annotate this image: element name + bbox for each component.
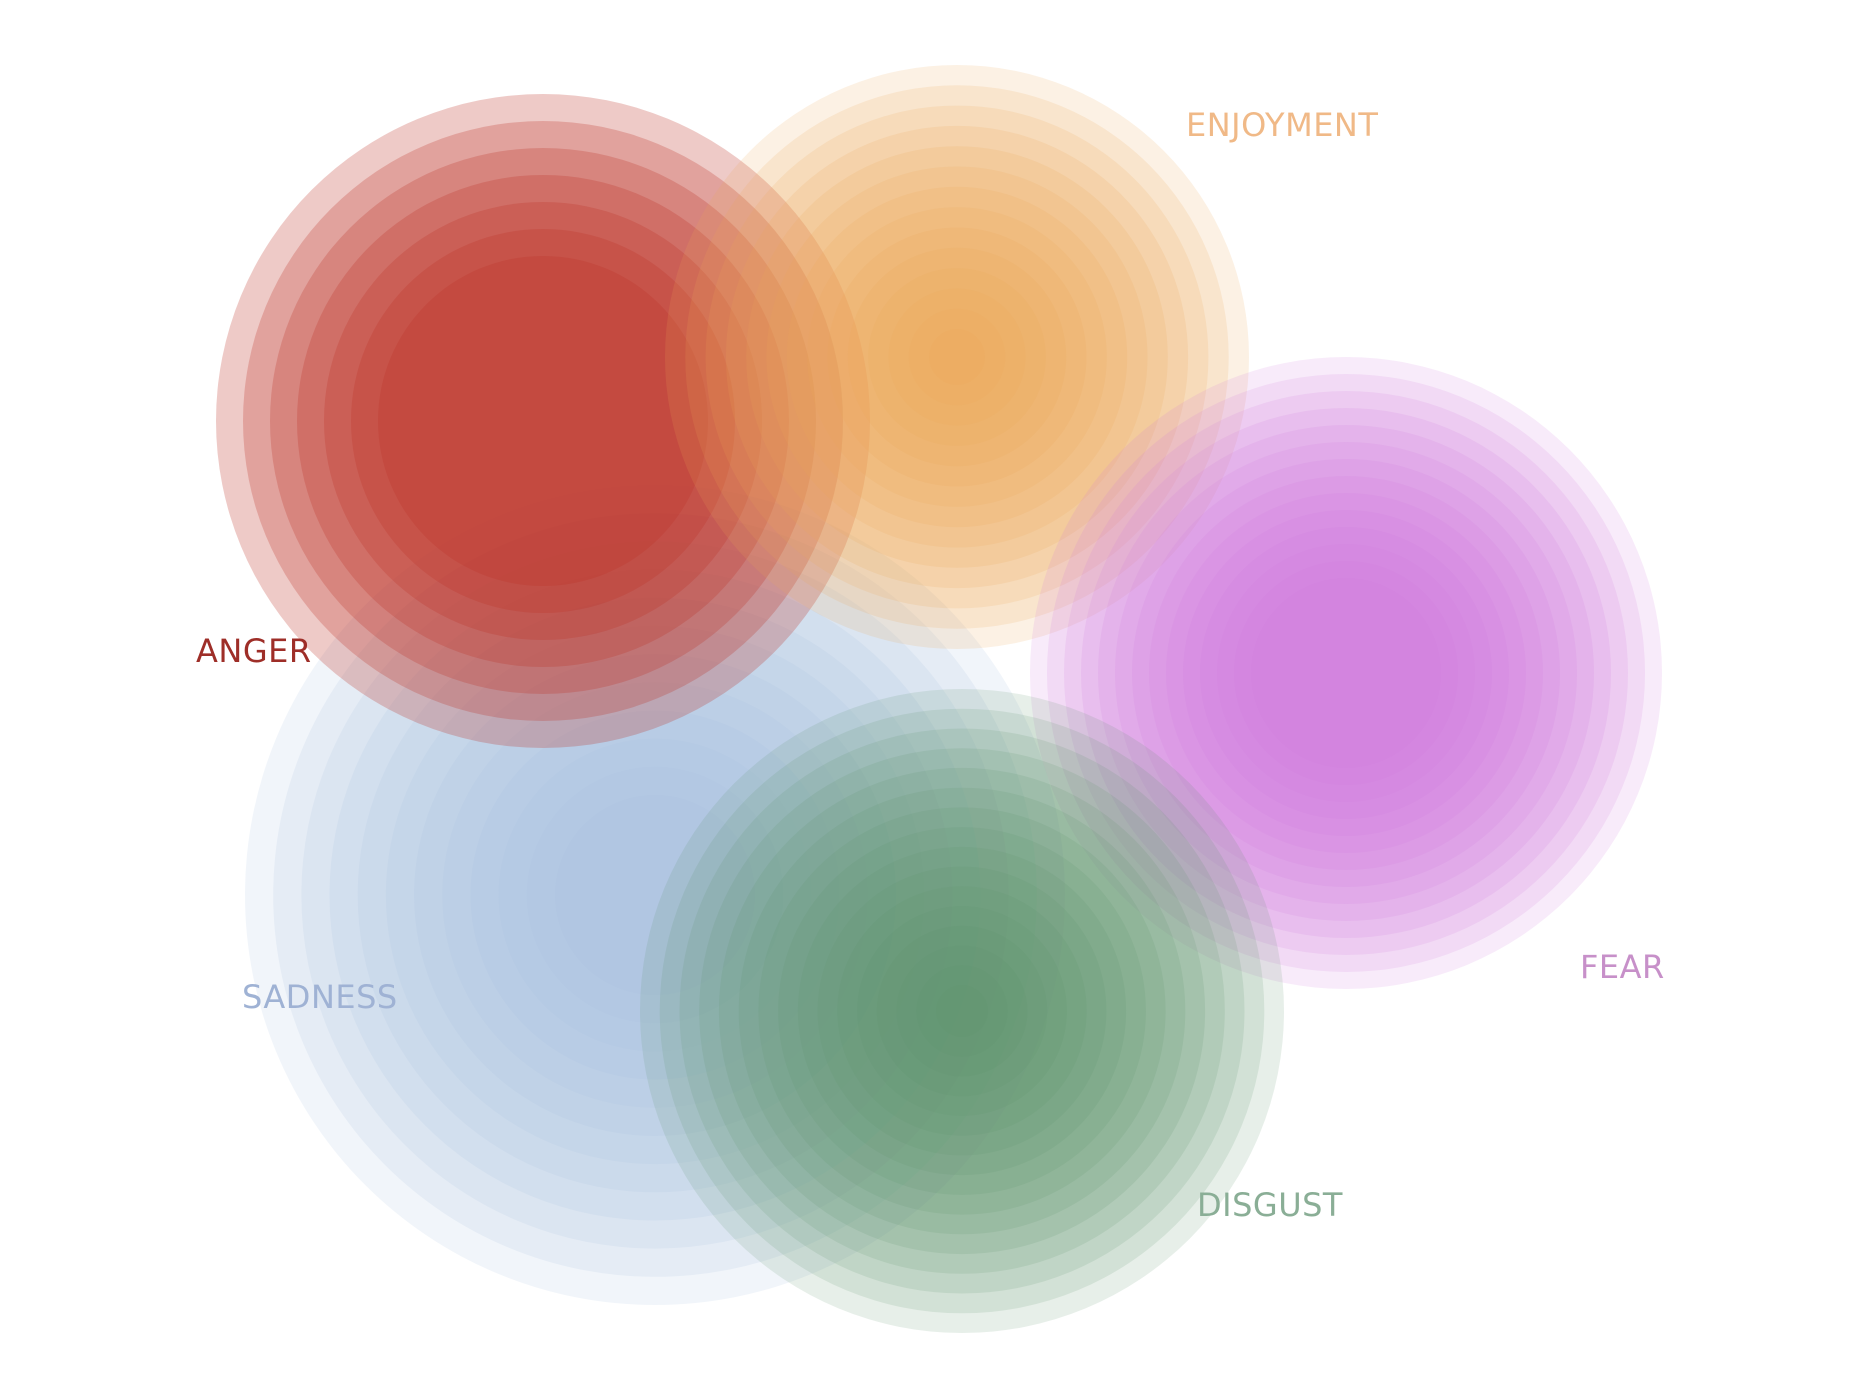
sadness-ring xyxy=(442,682,868,1108)
anger-ring xyxy=(270,148,816,694)
anger-ring xyxy=(378,256,708,586)
enjoyment-ring xyxy=(847,247,1067,467)
emotion-fear xyxy=(1030,357,1662,989)
disgust-ring xyxy=(718,767,1206,1255)
emotion-disgust xyxy=(640,689,1284,1333)
fear-ring xyxy=(1183,510,1509,836)
label-anger: ANGER xyxy=(196,632,312,670)
label-fear: FEAR xyxy=(1580,948,1665,986)
sadness-ring xyxy=(301,541,1009,1249)
enjoyment-ring xyxy=(908,308,1006,406)
label-enjoyment: ENJOYMENT xyxy=(1186,106,1378,144)
disgust-ring xyxy=(738,787,1186,1235)
sadness-ring xyxy=(470,710,840,1080)
anger-ring xyxy=(216,94,870,748)
disgust-ring xyxy=(679,728,1245,1294)
fear-ring xyxy=(1166,493,1526,853)
emotion-enjoyment xyxy=(665,65,1249,649)
sadness-ring xyxy=(329,569,981,1221)
disgust-ring xyxy=(640,689,1284,1333)
sadness-ring xyxy=(414,654,896,1136)
fear-ring xyxy=(1217,544,1475,802)
disgust-ring xyxy=(758,807,1166,1215)
disgust-ring xyxy=(837,886,1087,1136)
anger-ring xyxy=(243,121,843,721)
disgust-ring xyxy=(896,945,1028,1077)
enjoyment-ring xyxy=(746,146,1168,568)
enjoyment-ring xyxy=(685,85,1229,629)
fear-ring xyxy=(1200,527,1492,819)
fear-ring xyxy=(1064,391,1628,955)
disgust-ring xyxy=(797,846,1127,1176)
enjoyment-ring xyxy=(868,268,1046,446)
emotion-sadness xyxy=(245,485,1065,1305)
enjoyment-ring xyxy=(725,125,1189,589)
disgust-ring xyxy=(817,866,1107,1156)
label-sadness: SADNESS xyxy=(242,978,398,1016)
disgust-ring xyxy=(778,827,1146,1195)
anger-ring xyxy=(297,175,789,667)
disgust-ring xyxy=(857,906,1067,1116)
disgust-ring xyxy=(936,985,988,1037)
disgust-ring xyxy=(916,965,1008,1057)
enjoyment-ring xyxy=(888,288,1026,426)
sadness-ring xyxy=(273,513,1037,1277)
fear-ring xyxy=(1030,357,1662,989)
disgust-ring xyxy=(699,748,1225,1274)
sadness-ring xyxy=(555,795,755,995)
sadness-ring xyxy=(357,597,953,1193)
fear-ring xyxy=(1081,408,1611,938)
anger-ring xyxy=(324,202,762,640)
sadness-ring xyxy=(385,625,925,1165)
anger-ring xyxy=(351,229,735,613)
sadness-ring xyxy=(245,485,1065,1305)
fear-ring xyxy=(1115,442,1577,904)
enjoyment-ring xyxy=(665,65,1249,649)
rings-layer xyxy=(216,65,1662,1333)
enjoyment-ring xyxy=(807,207,1107,507)
enjoyment-ring xyxy=(786,186,1128,528)
label-disgust: DISGUST xyxy=(1197,1186,1343,1224)
enjoyment-ring xyxy=(705,105,1209,609)
labels-layer: ANGER ENJOYMENT FEAR SADNESS DISGUST xyxy=(196,106,1665,1224)
sadness-ring xyxy=(498,738,812,1052)
fear-ring xyxy=(1234,561,1458,785)
disgust-ring xyxy=(876,925,1048,1097)
enjoyment-ring xyxy=(766,166,1148,548)
fear-ring xyxy=(1098,425,1594,921)
fear-ring xyxy=(1132,459,1560,887)
enjoyment-ring xyxy=(929,329,985,385)
fear-ring xyxy=(1149,476,1543,870)
emotion-anger xyxy=(216,94,870,748)
enjoyment-ring xyxy=(827,227,1087,487)
fear-ring xyxy=(1047,374,1645,972)
disgust-ring xyxy=(659,708,1265,1314)
sadness-ring xyxy=(526,766,784,1024)
fear-ring xyxy=(1251,578,1441,768)
